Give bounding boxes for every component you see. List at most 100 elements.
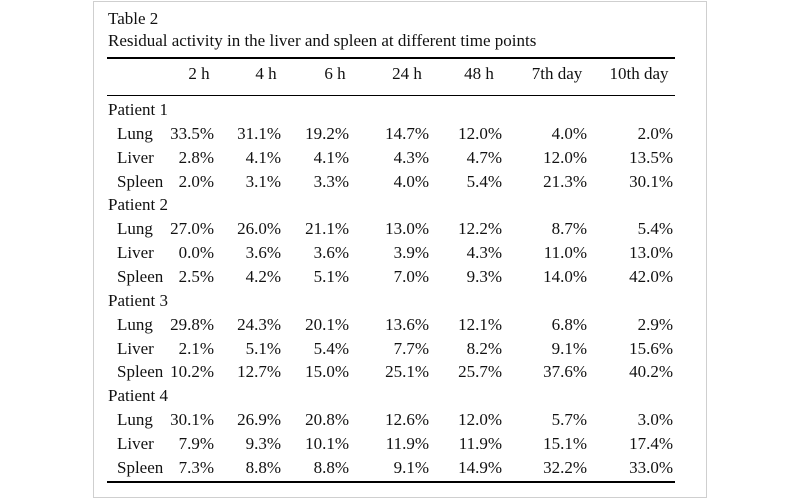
column-header: 2 h [188,64,210,83]
table-cell: 6.8% [551,314,587,334]
table-cell: 3.1% [245,171,281,191]
table-cell: 12.2% [458,219,502,239]
table-cell: 3.6% [313,243,349,263]
table-cell: 30.1% [170,410,214,430]
table-cell: 8.8% [313,457,349,477]
table-cell: 13.6% [385,314,429,334]
table-cell: 5.4% [313,338,349,358]
table-cell: 15.1% [543,433,587,453]
table-cell: 31.1% [237,124,281,143]
table-cell: 21.1% [305,219,349,239]
table-row: Lung 27.0% 26.0% 21.1% 13.0% 12.2% 8.7% 5.4% [107,217,675,241]
column-header: 7th day [531,64,583,83]
group-title: Patient 1 [108,100,168,119]
table-row: Spleen 2.0% 3.1% 3.3% 4.0% 5.4% 21.3% 30.1% [107,170,675,194]
table-cell: 33.5% [170,124,214,143]
table-row: Lung 29.8% 24.3% 20.1% 13.6% 12.1% 6.8% 2.9% [107,313,675,337]
table-body: Patient 1 Lung 33.5% 31.1% 19.2% 14.7% 12.0% 4.… [107,98,675,480]
table-cell: 9.3% [466,266,502,286]
table-cell: 2.5% [178,266,214,286]
table-cell: 30.1% [629,171,673,191]
table-cell: 4.3% [393,147,429,167]
table-cell: 11.0% [543,243,587,263]
table-row: Spleen 7.3% 8.8% 8.8% 9.1% 14.9% 32.2% 33.0% [107,456,675,480]
row-label: Spleen [117,457,164,477]
row-label: Lung [117,219,153,239]
table-cell: 12.7% [237,362,281,382]
row-label: Lung [117,124,153,143]
table-row: Lung 33.5% 31.1% 19.2% 14.7% 12.0% 4.0% 2.0% [107,122,675,146]
row-label: Spleen [117,171,164,191]
table-row: Liver 0.0% 3.6% 3.6% 3.9% 4.3% 11.0% 13.0% [107,241,675,265]
table-cell: 32.2% [543,457,587,477]
table-cell: 12.0% [458,124,502,143]
table-cell: 12.0% [458,410,502,430]
table-cell: 5.1% [313,266,349,286]
table-cell: 20.1% [305,314,349,334]
table-cell: 25.7% [458,362,502,382]
column-header: 6 h [324,64,346,83]
table-cell: 19.2% [305,124,349,143]
row-label: Liver [117,147,154,167]
table-cell: 14.0% [543,266,587,286]
table-cell: 26.9% [237,410,281,430]
table-label: Table 2 [108,9,159,28]
top-rule [107,57,675,59]
table-caption: Table 2 Residual activity in the liver a… [108,8,536,52]
row-label: Liver [117,243,154,263]
table-cell: 2.8% [178,147,214,167]
table-cell: 25.1% [385,362,429,382]
table-row: Spleen 10.2% 12.7% 15.0% 25.1% 25.7% 37.6% 40.2… [107,360,675,384]
table-cell: 29.8% [170,314,214,334]
table-cell: 10.2% [170,362,214,382]
row-label: Lung [117,410,153,430]
table-cell: 11.9% [385,433,429,453]
table-cell: 11.9% [458,433,502,453]
table-cell: 20.8% [305,410,349,430]
table-cell: 5.1% [245,338,281,358]
column-header: 24 h [392,64,422,83]
table-cell: 7.3% [178,457,214,477]
table-cell: 7.9% [178,433,214,453]
table-cell: 4.1% [313,147,349,167]
header-rule [107,95,675,96]
row-label: Liver [117,338,154,358]
table-cell: 5.4% [466,171,502,191]
table-cell: 8.7% [551,219,587,239]
table-cell: 9.1% [393,457,429,477]
table-cell: 14.7% [385,124,429,143]
table-row: Liver 2.8% 4.1% 4.1% 4.3% 4.7% 12.0% 13.5% [107,146,675,170]
table-cell: 5.4% [637,219,673,239]
table-cell: 9.1% [551,338,587,358]
table-cell: 0.0% [178,243,214,263]
table-cell: 17.4% [629,433,673,453]
table-cell: 14.9% [458,457,502,477]
row-label: Spleen [117,266,164,286]
column-header-row: 2 h 4 h 6 h 24 h 48 h 7th day 10th day [107,64,675,88]
table-cell: 12.6% [385,410,429,430]
table-cell: 8.8% [245,457,281,477]
table-cell: 15.6% [629,338,673,358]
table-row: Spleen 2.5% 4.2% 5.1% 7.0% 9.3% 14.0% 42.0% [107,265,675,289]
table-cell: 5.7% [551,410,587,430]
table-cell: 13.0% [385,219,429,239]
group-title: Patient 4 [108,386,168,406]
table-cell: 21.3% [543,171,587,191]
table-cell: 2.9% [637,314,673,334]
table-cell: 37.6% [543,362,587,382]
table-row: Lung 30.1% 26.9% 20.8% 12.6% 12.0% 5.7% 3.0% [107,408,675,432]
table-cell: 3.6% [245,243,281,263]
table-cell: 15.0% [305,362,349,382]
column-header: 48 h [464,64,494,83]
row-label: Spleen [117,362,164,382]
table-cell: 12.1% [458,314,502,334]
column-header: 4 h [255,64,277,83]
row-label: Liver [117,433,154,453]
group-title: Patient 3 [108,290,168,310]
group-title: Patient 2 [108,195,168,215]
table-cell: 3.9% [393,243,429,263]
table-cell: 12.0% [543,147,587,167]
table-cell: 26.0% [237,219,281,239]
table-cell: 4.0% [551,124,587,143]
table-cell: 7.0% [393,266,429,286]
